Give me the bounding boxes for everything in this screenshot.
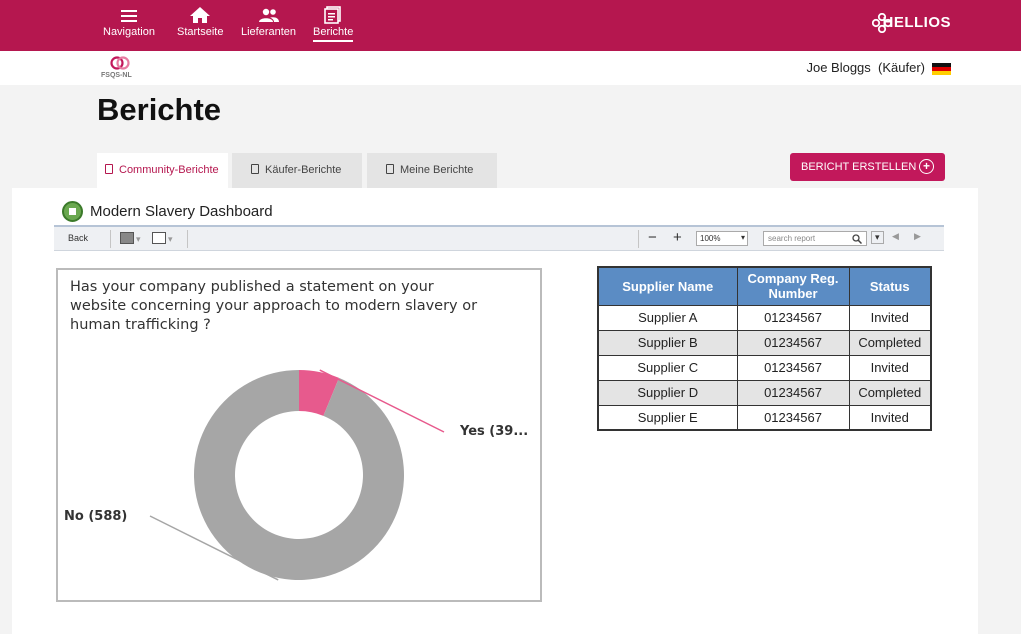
content-side-strip <box>978 188 1021 634</box>
toolbar-separator <box>638 230 639 248</box>
report-viewer: Modern Slavery Dashboard Back ▾ ▾ − + 10… <box>48 193 948 634</box>
nav-item-navigation[interactable]: Navigation <box>103 6 155 38</box>
user-name: Joe Bloggs <box>806 60 871 75</box>
donut-chart: Yes (39... No (588) <box>64 369 528 581</box>
table-row: Supplier C 01234567 Invited <box>597 354 932 381</box>
plus-circle-icon: + <box>919 159 934 174</box>
page-title: Berichte <box>97 92 222 127</box>
tab-community-berichte[interactable]: Community-Berichte <box>97 153 228 188</box>
title-divider <box>54 225 944 227</box>
zoom-select[interactable]: 100% ▾ <box>696 231 748 246</box>
search-placeholder: search report <box>768 234 816 243</box>
chevron-down-icon: ▾ <box>740 233 745 242</box>
status-cell: Completed <box>848 329 932 356</box>
status-cell: Invited <box>848 304 932 331</box>
column-header: Status <box>848 266 932 306</box>
german-flag-icon[interactable] <box>932 63 951 75</box>
status-cell: Invited <box>848 354 932 381</box>
save-icon[interactable] <box>120 232 134 244</box>
nav-item-startseite[interactable]: Startseite <box>177 6 223 38</box>
zoom-in-button[interactable]: + <box>673 229 682 246</box>
create-report-label: BERICHT ERSTELLEN <box>801 161 917 173</box>
fsqs-logo-icon <box>110 56 130 70</box>
tab-label: Meine Berichte <box>400 164 474 176</box>
reg-number-cell: 01234567 <box>736 379 850 406</box>
status-cell: Completed <box>848 379 932 406</box>
nav-label: Navigation <box>103 26 155 38</box>
reg-number-cell: 01234567 <box>736 329 850 356</box>
hellios-logo-icon <box>871 12 893 38</box>
chevron-down-icon[interactable]: ▾ <box>136 234 141 244</box>
column-header: Supplier Name <box>597 266 738 306</box>
slice-label: No (588) <box>64 509 127 524</box>
table-row: Supplier E 01234567 Invited <box>597 404 932 431</box>
search-report-input[interactable]: search report <box>763 231 867 246</box>
supplier-table: Supplier Name Company Reg. Number Status… <box>597 266 932 431</box>
table-header-row: Supplier Name Company Reg. Number Status <box>597 266 932 306</box>
export-icon[interactable] <box>152 232 166 244</box>
toolbar-separator <box>110 230 111 248</box>
user-info[interactable]: Joe Bloggs (Käufer) <box>806 60 925 75</box>
previous-arrow-icon[interactable]: ◀ <box>892 231 899 241</box>
leader-line <box>149 515 279 581</box>
table-row: Supplier B 01234567 Completed <box>597 329 932 356</box>
home-icon <box>177 6 223 26</box>
slice-no[interactable] <box>194 370 405 580</box>
chevron-down-icon[interactable]: ▾ <box>168 234 173 244</box>
nav-item-berichte[interactable]: Berichte <box>313 6 354 42</box>
report-toolbar: Back ▾ ▾ − + 100% ▾ search report ▾ ◀ ▶ <box>54 227 944 251</box>
tab-label: Käufer-Berichte <box>265 164 342 176</box>
column-header: Company Reg. Number <box>736 266 850 306</box>
table-row: Supplier D 01234567 Completed <box>597 379 932 406</box>
back-button[interactable]: Back <box>68 233 89 243</box>
tab-meine-berichte[interactable]: Meine Berichte <box>367 153 497 188</box>
clipboard-icon <box>386 164 394 174</box>
zoom-value: 100% <box>700 234 721 243</box>
chart-question: Has your company published a statement o… <box>70 279 478 333</box>
people-icon <box>241 6 296 26</box>
chart-panel: Has your company published a statement o… <box>56 268 542 602</box>
top-navigation-bar: Navigation Startseite Lieferanten Berich… <box>0 0 1021 51</box>
search-options-dropdown[interactable]: ▾ <box>871 231 884 244</box>
reg-number-cell: 01234567 <box>736 404 850 431</box>
tab-kaeufer-berichte[interactable]: Käufer-Berichte <box>232 153 362 188</box>
supplier-name-cell: Supplier E <box>597 404 738 431</box>
nav-label: Lieferanten <box>241 26 297 38</box>
nav-item-lieferanten[interactable]: Lieferanten <box>241 6 296 38</box>
clipboard-icon <box>251 164 259 174</box>
create-report-button[interactable]: BERICHT ERSTELLEN + <box>790 153 945 181</box>
next-arrow-icon[interactable]: ▶ <box>914 231 921 241</box>
status-cell: Invited <box>848 404 932 431</box>
table-row: Supplier A 01234567 Invited <box>597 304 932 331</box>
reg-number-cell: 01234567 <box>736 304 850 331</box>
zoom-out-button[interactable]: − <box>648 229 657 246</box>
supplier-name-cell: Supplier A <box>597 304 738 331</box>
user-role: (Käufer) <box>878 60 925 75</box>
reg-number-cell: 01234567 <box>736 354 850 381</box>
report-title: Modern Slavery Dashboard <box>90 203 273 220</box>
logo-text: FSQS-NL <box>101 72 132 79</box>
toolbar-separator <box>187 230 188 248</box>
nav-label: Berichte <box>313 26 354 42</box>
supplier-name-cell: Supplier C <box>597 354 738 381</box>
fsqs-logo[interactable]: FSQS-NL <box>101 55 141 81</box>
slice-label: Yes (39... <box>459 424 528 439</box>
nav-label: Startseite <box>177 26 224 38</box>
leader-line <box>319 369 445 433</box>
tab-label: Community-Berichte <box>119 164 219 176</box>
menu-icon <box>103 6 155 26</box>
dashboard-icon <box>62 201 83 222</box>
clipboard-icon <box>105 164 113 174</box>
supplier-name-cell: Supplier B <box>597 329 738 356</box>
search-icon[interactable] <box>852 234 862 244</box>
brand-name[interactable]: HELLIOS <box>882 14 951 31</box>
report-icon <box>313 6 353 26</box>
user-bar: FSQS-NL Joe Bloggs (Käufer) <box>0 51 1021 85</box>
slice-yes[interactable] <box>299 370 339 416</box>
supplier-name-cell: Supplier D <box>597 379 738 406</box>
